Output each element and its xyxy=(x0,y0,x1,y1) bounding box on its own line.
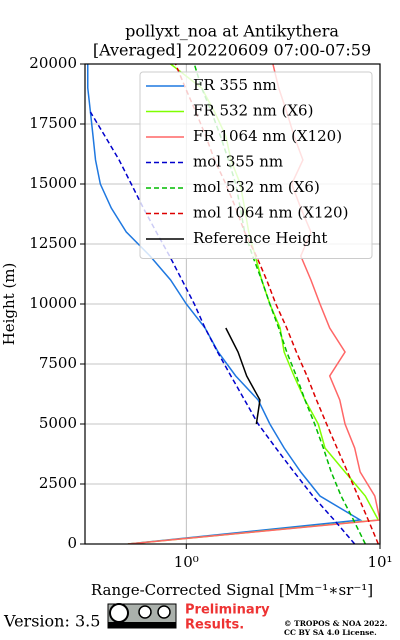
legend-label: mol 1064 nm (X120) xyxy=(193,204,348,222)
legend-label: mol 532 nm (X6) xyxy=(193,178,320,196)
profile-line xyxy=(87,64,363,544)
license-badge-strip xyxy=(108,622,176,628)
notice: Preliminary xyxy=(185,603,270,618)
copyright: CC BY SA 4.0 License. xyxy=(284,628,377,637)
axes: 0 2500 5000 7500 10000 12500 15000 17500 20000 10… xyxy=(29,54,392,571)
y-tick-label: 2500 xyxy=(39,474,77,492)
legend-label: Reference Height xyxy=(193,229,327,247)
y-tick-label: 15000 xyxy=(29,174,77,192)
cc-icon xyxy=(109,603,129,623)
version: Version: 3.5 xyxy=(3,612,100,631)
legend-label: FR 532 nm (X6) xyxy=(193,102,313,120)
copyright: © TROPOS & NOA 2022. xyxy=(284,619,387,628)
legend-box xyxy=(139,71,373,259)
sa-icon xyxy=(157,605,171,619)
profile-line xyxy=(225,327,261,425)
chart-subtitle: [Averaged] 20220609 07:00-07:59 xyxy=(93,41,371,60)
by-icon xyxy=(138,605,152,619)
x-tick-label: 10⁰ xyxy=(174,553,199,571)
y-axis-label: Height (m) xyxy=(0,263,18,346)
legend-label: FR 355 nm xyxy=(193,76,277,94)
plot-frame xyxy=(84,63,381,545)
x-tick-label: 10¹ xyxy=(367,553,392,571)
legend-label: mol 355 nm xyxy=(193,153,283,171)
y-tick-label: 7500 xyxy=(39,354,77,372)
y-tick-label: 10000 xyxy=(29,294,77,312)
y-tick-label: 20000 xyxy=(29,54,77,72)
x-axis-label: Range-Corrected Signal [Mm⁻¹∗sr⁻¹] xyxy=(91,581,373,599)
profile-line xyxy=(89,111,356,544)
y-tick-label: 0 xyxy=(67,534,77,552)
y-tick-label: 12500 xyxy=(29,234,77,252)
notice: Results. xyxy=(185,618,244,633)
chart-title: pollyxt_noa at Antikythera xyxy=(125,22,339,41)
y-tick-label: 17500 xyxy=(29,114,77,132)
y-tick-label: 5000 xyxy=(39,414,77,432)
legend-label: FR 1064 nm (X120) xyxy=(193,127,342,145)
footer: Version: 3.5 Preliminary Results. © TROP… xyxy=(3,603,387,638)
